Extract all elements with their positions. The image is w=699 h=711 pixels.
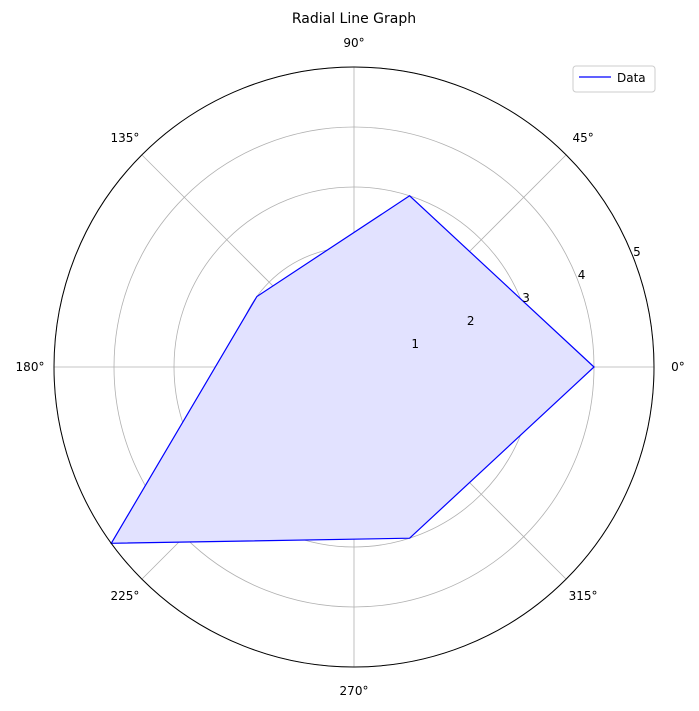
angle-label-135: 135° — [110, 131, 139, 145]
radial-tick-label-5: 5 — [633, 245, 641, 259]
angle-label-180: 180° — [16, 360, 45, 374]
radial-tick-label-3: 3 — [522, 291, 530, 305]
series-layer — [110, 195, 595, 544]
angle-label-315: 315° — [569, 589, 598, 603]
series-line-0 — [110, 195, 595, 544]
radial-tick-labels: 1 2 3 4 5 — [411, 245, 640, 351]
series-fill-0 — [111, 195, 595, 544]
legend-label-data: Data — [617, 71, 646, 85]
angle-label-45: 45° — [572, 131, 593, 145]
angle-label-270: 270° — [340, 684, 369, 698]
legend: Data — [572, 65, 656, 93]
angle-label-0: 0° — [671, 360, 685, 374]
outer-frame — [53, 66, 655, 668]
radial-tick-label-2: 2 — [467, 314, 475, 328]
angle-label-225: 225° — [110, 589, 139, 603]
axis-frame — [53, 66, 655, 668]
legend-box — [572, 65, 656, 93]
radial-tick-label-4: 4 — [578, 268, 586, 282]
radial-tick-label-1: 1 — [411, 337, 419, 351]
angle-label-90: 90° — [343, 36, 364, 50]
chart-title: Radial Line Graph — [292, 11, 416, 27]
angle-tick-labels: 0° 45° 90° 135° 180° 225° 270° 315° — [16, 36, 685, 698]
